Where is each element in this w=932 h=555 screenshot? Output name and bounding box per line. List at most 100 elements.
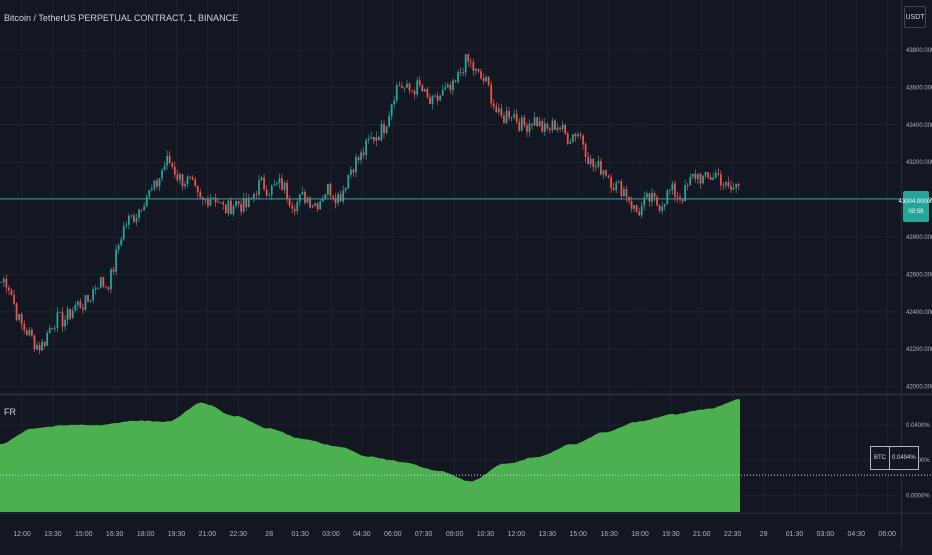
candle-body[interactable]: [360, 152, 362, 161]
candle-body[interactable]: [406, 83, 408, 88]
candle-body[interactable]: [454, 80, 457, 82]
candle-body[interactable]: [15, 303, 18, 320]
candle-body[interactable]: [487, 76, 490, 85]
candle-body[interactable]: [332, 195, 334, 198]
candle-body[interactable]: [82, 307, 84, 310]
candle-body[interactable]: [737, 183, 740, 186]
candle-body[interactable]: [51, 328, 54, 329]
candle-body[interactable]: [663, 204, 666, 207]
candle-body[interactable]: [23, 324, 26, 331]
candle-body[interactable]: [602, 170, 605, 175]
candle-body[interactable]: [349, 169, 352, 175]
candle-body[interactable]: [263, 177, 265, 190]
candle-body[interactable]: [143, 206, 146, 211]
candle-body[interactable]: [247, 197, 250, 208]
candle-body[interactable]: [18, 313, 21, 320]
candle-body[interactable]: [398, 85, 401, 87]
candle-body[interactable]: [643, 197, 646, 206]
candle-body[interactable]: [645, 193, 648, 198]
candle-body[interactable]: [2, 278, 5, 283]
candle-body[interactable]: [536, 117, 539, 127]
candle-body[interactable]: [697, 173, 699, 179]
candle-body[interactable]: [472, 62, 475, 71]
candle-body[interactable]: [260, 177, 263, 181]
candle-body[interactable]: [551, 120, 554, 131]
candle-body[interactable]: [518, 121, 521, 131]
candle-body[interactable]: [372, 137, 375, 141]
candle-body[interactable]: [217, 202, 220, 203]
candle-body[interactable]: [222, 202, 225, 205]
candle-body[interactable]: [117, 245, 120, 250]
candle-body[interactable]: [526, 125, 528, 132]
candle-body[interactable]: [714, 173, 717, 178]
candle-body[interactable]: [385, 126, 388, 134]
candle-body[interactable]: [240, 204, 243, 212]
candle-body[interactable]: [357, 157, 360, 161]
candle-body[interactable]: [298, 194, 301, 202]
candle-body[interactable]: [640, 205, 643, 216]
candle-body[interactable]: [168, 155, 171, 164]
candle-body[interactable]: [5, 278, 8, 288]
candle-body[interactable]: [150, 188, 153, 190]
candle-body[interactable]: [689, 176, 692, 186]
candle-body[interactable]: [41, 341, 43, 351]
candle-body[interactable]: [594, 166, 597, 168]
candle-body[interactable]: [485, 76, 487, 82]
candle-body[interactable]: [446, 84, 449, 88]
candle-body[interactable]: [115, 249, 117, 272]
candle-body[interactable]: [46, 333, 49, 346]
candle-body[interactable]: [709, 177, 712, 180]
candle-body[interactable]: [556, 127, 559, 130]
candle-body[interactable]: [122, 225, 125, 240]
candle-body[interactable]: [584, 144, 587, 158]
candle-body[interactable]: [242, 198, 245, 212]
candle-body[interactable]: [258, 180, 260, 195]
candle-body[interactable]: [699, 173, 702, 184]
candle-body[interactable]: [92, 289, 95, 301]
candle-body[interactable]: [582, 135, 584, 145]
candle-body[interactable]: [441, 89, 444, 96]
candle-body[interactable]: [533, 117, 536, 126]
candle-body[interactable]: [291, 205, 294, 209]
candle-body[interactable]: [390, 104, 393, 116]
candle-body[interactable]: [306, 197, 309, 203]
candle-body[interactable]: [403, 87, 406, 89]
candle-body[interactable]: [64, 319, 66, 327]
candle-body[interactable]: [314, 203, 317, 206]
candle-body[interactable]: [656, 197, 658, 206]
candle-body[interactable]: [528, 123, 531, 132]
candle-body[interactable]: [500, 108, 503, 116]
candle-body[interactable]: [107, 287, 110, 290]
candle-body[interactable]: [99, 277, 102, 288]
candle-body[interactable]: [436, 95, 439, 101]
candle-body[interactable]: [625, 189, 628, 197]
candle-body[interactable]: [561, 124, 564, 129]
candle-body[interactable]: [161, 170, 163, 179]
candle-body[interactable]: [444, 87, 447, 90]
candle-body[interactable]: [8, 287, 10, 291]
candle-body[interactable]: [194, 179, 197, 186]
candle-body[interactable]: [589, 158, 592, 165]
candle-body[interactable]: [623, 189, 625, 197]
candle-body[interactable]: [281, 178, 283, 190]
candle-body[interactable]: [702, 175, 704, 184]
candle-body[interactable]: [87, 295, 89, 302]
candle-body[interactable]: [367, 138, 370, 140]
candle-body[interactable]: [171, 163, 174, 167]
candle-body[interactable]: [600, 160, 602, 175]
candle-body[interactable]: [587, 157, 590, 165]
candle-body[interactable]: [334, 197, 337, 204]
candle-body[interactable]: [408, 83, 411, 91]
candle-body[interactable]: [232, 205, 235, 215]
candle-body[interactable]: [127, 215, 130, 225]
candle-body[interactable]: [546, 123, 549, 129]
candle-body[interactable]: [477, 68, 480, 72]
candle-body[interactable]: [179, 174, 181, 180]
candle-body[interactable]: [196, 185, 199, 193]
candle-body[interactable]: [344, 188, 347, 191]
candle-body[interactable]: [191, 177, 194, 180]
candle-body[interactable]: [112, 269, 115, 272]
candle-body[interactable]: [207, 199, 209, 206]
